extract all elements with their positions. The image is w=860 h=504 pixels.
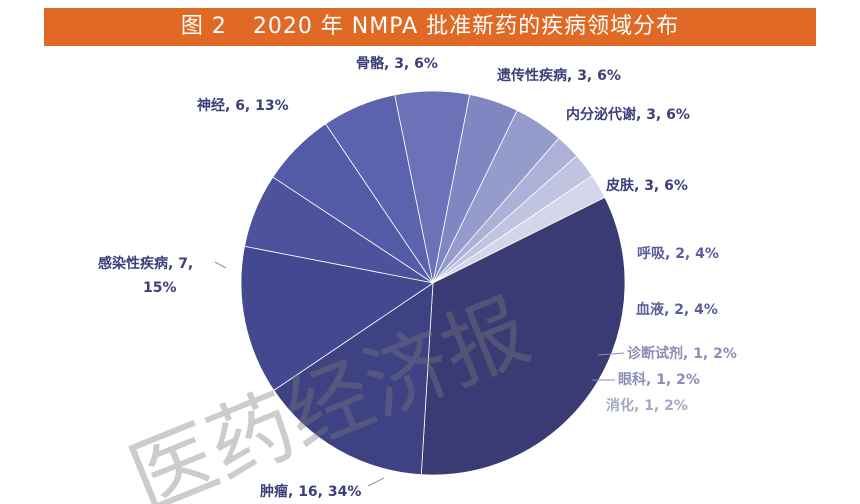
pie-slices xyxy=(240,90,626,476)
pie-slice-0 xyxy=(420,196,626,476)
leader-line-0 xyxy=(367,477,385,487)
slice-label-bone: 骨骼, 3, 6% xyxy=(356,55,438,72)
slice-label-endocrine: 内分泌代谢, 3, 6% xyxy=(566,106,690,123)
figure-title: 2020 年 NMPA 批准新药的疾病领域分布 xyxy=(252,14,680,39)
leader-line-1 xyxy=(214,261,227,269)
slice-label-infectious-line2: 15% xyxy=(143,280,177,296)
slice-label-eye: 眼科, 1, 2% xyxy=(618,371,700,388)
slice-label-diagnostic: 诊断试剂, 1, 2% xyxy=(627,345,737,362)
slice-label-respiratory: 呼吸, 2, 4% xyxy=(637,245,719,262)
figure-title-bar: 图 2 2020 年 NMPA 批准新药的疾病领域分布 xyxy=(44,8,816,46)
leader-line-2 xyxy=(597,352,625,356)
slice-label-digestive: 消化, 1, 2% xyxy=(606,397,688,414)
slice-label-blood: 血液, 2, 4% xyxy=(636,301,718,318)
pie-slice-1 xyxy=(273,282,434,476)
leader-lines xyxy=(214,261,625,487)
pie-slice-2 xyxy=(240,245,435,391)
slice-label-infectious-line1: 感染性疾病, 7, xyxy=(98,255,193,272)
figure-label: 图 2 xyxy=(180,14,227,39)
slice-label-skin: 皮肤, 3, 6% xyxy=(605,177,688,194)
slice-label-tumor: 肿瘤, 16, 34% xyxy=(260,483,361,500)
slice-label-genetic: 遗传性疾病, 3, 6% xyxy=(496,67,621,84)
slice-labels: 肿瘤, 16, 34% 感染性疾病, 7, 15% 神经, 6, 13% 骨骼,… xyxy=(98,55,737,500)
slice-label-neuro: 神经, 6, 13% xyxy=(197,97,289,114)
